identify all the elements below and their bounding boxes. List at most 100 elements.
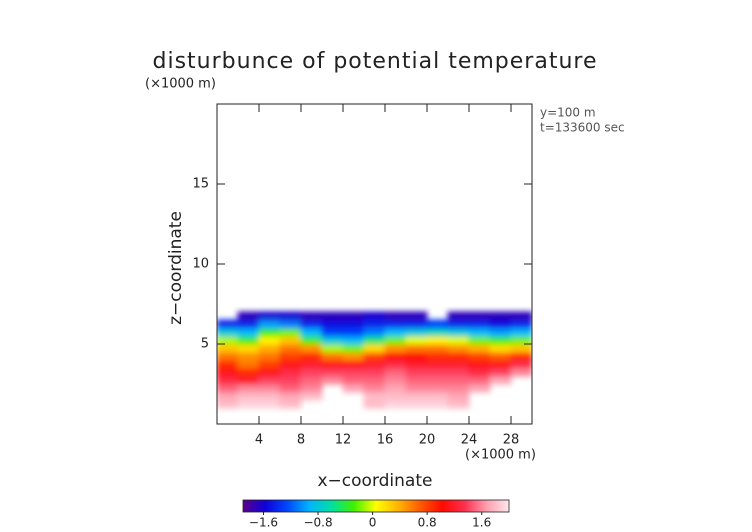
field-cell bbox=[258, 367, 281, 377]
field-cell bbox=[258, 383, 281, 393]
field-cell bbox=[237, 367, 260, 377]
field-cell bbox=[405, 359, 428, 369]
field-cell bbox=[363, 335, 386, 345]
field-cell bbox=[279, 367, 302, 377]
x-tick-label: 20 bbox=[419, 433, 436, 448]
field-cell bbox=[237, 359, 260, 369]
field-cell bbox=[237, 399, 260, 409]
field-cell bbox=[300, 375, 323, 385]
field-cell bbox=[489, 351, 512, 361]
field-cell bbox=[279, 319, 302, 329]
field-cell bbox=[237, 351, 260, 361]
field-cell bbox=[426, 375, 449, 385]
field-cell bbox=[468, 343, 491, 353]
field-cell bbox=[217, 375, 239, 385]
colorbar bbox=[242, 499, 510, 513]
field-cell bbox=[510, 335, 532, 345]
colorbar-tick-label: 0 bbox=[369, 516, 377, 530]
field-cell bbox=[279, 399, 302, 409]
field-cell bbox=[447, 367, 470, 377]
field-cell bbox=[258, 359, 281, 369]
field-cell bbox=[237, 391, 260, 401]
field-cell bbox=[405, 399, 428, 409]
field-cell bbox=[237, 335, 260, 345]
field-cell bbox=[468, 375, 491, 385]
field-cell bbox=[300, 359, 323, 369]
field-cell bbox=[279, 391, 302, 401]
field-cell bbox=[468, 311, 491, 321]
field-cell bbox=[447, 327, 470, 337]
colorbar-tick-label: 1.6 bbox=[472, 516, 491, 530]
field-cell bbox=[510, 351, 532, 361]
field-cell bbox=[217, 391, 239, 401]
field-cell bbox=[279, 351, 302, 361]
field-cell bbox=[363, 343, 386, 353]
field-cell bbox=[217, 335, 239, 345]
field-cell bbox=[258, 335, 281, 345]
field-cell bbox=[237, 343, 260, 353]
field-cell bbox=[489, 375, 512, 385]
field-cell bbox=[321, 343, 344, 353]
field-cell bbox=[258, 311, 281, 321]
field-cell bbox=[300, 343, 323, 353]
field-cell bbox=[217, 383, 239, 393]
field-cell bbox=[447, 311, 470, 321]
field-cell bbox=[489, 343, 512, 353]
field-cell bbox=[447, 335, 470, 345]
field-cell bbox=[258, 375, 281, 385]
field-cell bbox=[258, 351, 281, 361]
field-cell bbox=[510, 343, 532, 353]
field-cell bbox=[217, 327, 239, 337]
field-cell bbox=[258, 327, 281, 337]
colorbar-tick-label: −1.6 bbox=[249, 516, 278, 530]
field-cell bbox=[426, 399, 449, 409]
field-cell bbox=[426, 359, 449, 369]
y-tick-label: 10 bbox=[192, 257, 209, 272]
field-cell bbox=[384, 375, 407, 385]
field-cell bbox=[510, 367, 532, 377]
field-cell bbox=[279, 343, 302, 353]
field-cell bbox=[426, 343, 449, 353]
field-cell bbox=[279, 375, 302, 385]
x-tick-label: 8 bbox=[297, 433, 305, 448]
field-cell bbox=[363, 375, 386, 385]
field-cell bbox=[342, 383, 365, 393]
field-cell bbox=[405, 351, 428, 361]
field-cell bbox=[363, 391, 386, 401]
x-tick-label: 12 bbox=[335, 433, 352, 448]
field-cell bbox=[217, 367, 239, 377]
field-cell bbox=[405, 335, 428, 345]
colorbar-tick-label: 0.8 bbox=[418, 516, 437, 530]
field-cell bbox=[405, 391, 428, 401]
field-cell bbox=[237, 319, 260, 329]
field-cell bbox=[300, 367, 323, 377]
field-cell bbox=[384, 399, 407, 409]
field-cell bbox=[217, 343, 239, 353]
field-cell bbox=[237, 311, 260, 321]
field-cell bbox=[342, 343, 365, 353]
field-cell bbox=[468, 351, 491, 361]
field-cell bbox=[342, 367, 365, 377]
annotation: y=100 m bbox=[540, 106, 596, 120]
field-cell bbox=[447, 391, 470, 401]
field-cell bbox=[447, 383, 470, 393]
field-cell bbox=[468, 367, 491, 377]
field-cell bbox=[279, 327, 302, 337]
annotation: t=133600 sec bbox=[540, 121, 625, 135]
field-cell bbox=[426, 367, 449, 377]
field-cell bbox=[489, 311, 512, 321]
field-cell bbox=[426, 327, 449, 337]
field-cell bbox=[426, 383, 449, 393]
field-cell bbox=[405, 367, 428, 377]
field-cell bbox=[510, 311, 532, 321]
field-cell bbox=[405, 343, 428, 353]
field-cell bbox=[363, 311, 386, 321]
field-cell bbox=[384, 343, 407, 353]
field-cell bbox=[321, 335, 344, 345]
field-cell bbox=[279, 383, 302, 393]
field-cell bbox=[384, 367, 407, 377]
field-cell bbox=[384, 359, 407, 369]
field-cell bbox=[258, 319, 281, 329]
field-cell bbox=[342, 359, 365, 369]
field-cell bbox=[321, 327, 344, 337]
